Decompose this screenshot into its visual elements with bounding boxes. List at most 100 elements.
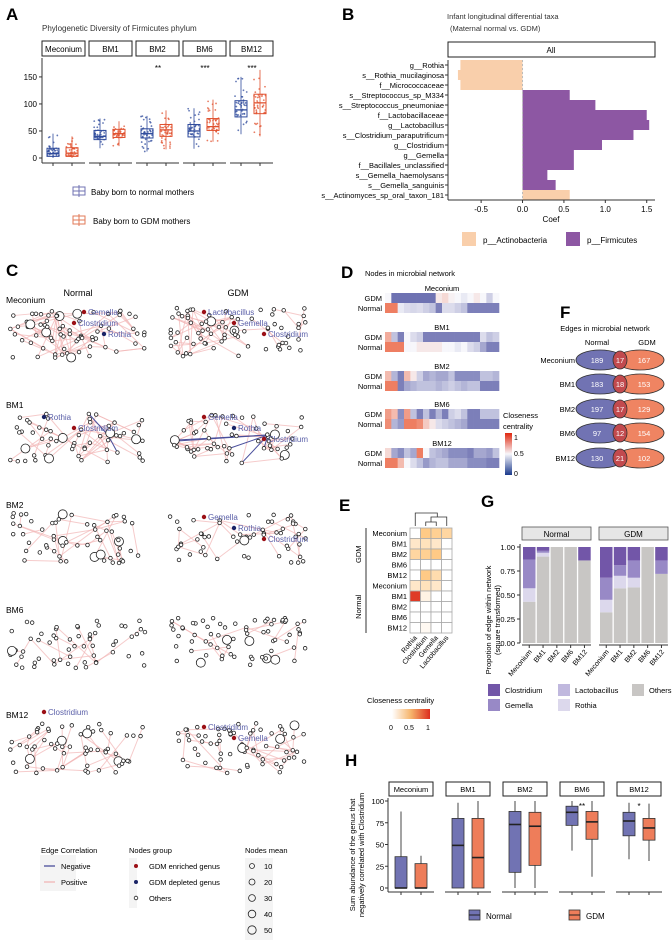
e-legend-tick-1: 1 xyxy=(426,725,430,732)
bar xyxy=(460,80,523,90)
network-node xyxy=(113,770,118,775)
d-heat-cell xyxy=(385,332,392,342)
g-bar-segment-gemella xyxy=(613,565,627,576)
positive-edge xyxy=(219,519,241,535)
h-facet-strip xyxy=(616,781,662,797)
network-node xyxy=(217,520,222,526)
network-node xyxy=(87,344,93,349)
data-point xyxy=(235,101,238,104)
panel-f-title: Edges in microbial network xyxy=(560,324,650,333)
data-point xyxy=(141,145,144,148)
venn-overlap xyxy=(612,399,628,419)
positive-edge xyxy=(99,435,108,450)
network-node xyxy=(19,665,25,670)
d-heat-cell xyxy=(442,371,449,381)
d-heat-cell xyxy=(480,381,487,391)
network-node xyxy=(208,631,214,637)
network-node xyxy=(121,430,127,436)
data-point xyxy=(113,126,115,128)
network-node xyxy=(17,430,22,435)
panel-e-heatmap: MeconiumBM1BM2BM6BM12MeconiumBM1BM2BM6BM… xyxy=(354,512,453,732)
h-box xyxy=(565,805,579,826)
d-heat-cell xyxy=(397,458,405,468)
network-node xyxy=(229,314,234,320)
g-x-tick-label: BM12 xyxy=(649,649,666,668)
network-node xyxy=(57,433,68,443)
d-heat-cell xyxy=(423,381,430,391)
network-node xyxy=(139,418,145,423)
network-node xyxy=(37,550,43,555)
network-node xyxy=(175,350,180,355)
network-node xyxy=(193,429,199,434)
network-node xyxy=(79,335,85,341)
network-node xyxy=(93,412,99,417)
network-node xyxy=(226,644,231,650)
d-heat-cell xyxy=(467,371,474,381)
e-legend-tick-05: 0.5 xyxy=(404,725,414,732)
network-node xyxy=(117,546,123,551)
data-point xyxy=(143,150,146,153)
d-heat-cell xyxy=(448,381,455,391)
network-node xyxy=(72,308,83,319)
e-heat-cell xyxy=(409,569,421,581)
network-node xyxy=(256,753,261,758)
network-node xyxy=(91,653,97,658)
facet-strip xyxy=(182,40,227,57)
d-heat-cell xyxy=(442,409,449,419)
d-heat-cell xyxy=(391,332,398,342)
network-node xyxy=(292,658,297,664)
network-node xyxy=(52,662,57,667)
network-node xyxy=(54,438,59,444)
data-point xyxy=(148,118,151,121)
d-heat-cell xyxy=(461,293,468,303)
network-node xyxy=(24,744,30,750)
network-node xyxy=(188,320,194,325)
network-node xyxy=(26,734,32,739)
network-node xyxy=(267,443,273,448)
e-heat-cell xyxy=(430,590,442,602)
d-heat-cell xyxy=(404,409,411,419)
network-node xyxy=(276,553,282,559)
d-heat-cell xyxy=(416,342,424,352)
network-node xyxy=(184,335,190,341)
positive-edge xyxy=(80,733,119,762)
category-label: s__Clostridium_paraputrificum xyxy=(343,131,444,140)
y-tick-label: 0 xyxy=(33,154,38,163)
network-node xyxy=(285,428,291,434)
network-node xyxy=(218,757,223,762)
network-node xyxy=(131,733,136,738)
d-heat-cell xyxy=(461,381,468,391)
positive-edge xyxy=(78,313,109,340)
network-node xyxy=(303,320,308,325)
positive-edge xyxy=(283,310,299,329)
d-heat-cell xyxy=(454,419,462,429)
network-node xyxy=(36,656,42,661)
positive-edge xyxy=(298,308,305,340)
network-node xyxy=(227,751,233,757)
data-point xyxy=(258,77,260,80)
venn-gdm-count: 129 xyxy=(638,405,651,414)
network-node xyxy=(125,758,130,764)
data-point xyxy=(167,125,169,128)
network-node xyxy=(40,721,45,726)
network-node xyxy=(252,618,258,623)
network-node xyxy=(203,653,209,658)
network-node xyxy=(104,447,110,452)
network-node xyxy=(13,769,19,775)
network-node xyxy=(195,447,201,452)
positive-edge xyxy=(182,729,187,761)
network-node xyxy=(169,618,175,624)
data-point xyxy=(98,123,100,126)
d-heat-cell xyxy=(448,419,455,429)
e-heat-cell xyxy=(441,548,453,560)
network-node xyxy=(127,311,132,317)
network-node xyxy=(196,330,201,336)
network-node xyxy=(198,531,204,536)
network-node xyxy=(66,647,72,652)
network-node xyxy=(210,615,216,621)
network-node xyxy=(231,636,236,642)
d-heat-cell xyxy=(391,448,398,458)
network-node xyxy=(260,527,265,532)
network-node xyxy=(83,745,88,750)
d-heat-cell xyxy=(473,293,481,303)
